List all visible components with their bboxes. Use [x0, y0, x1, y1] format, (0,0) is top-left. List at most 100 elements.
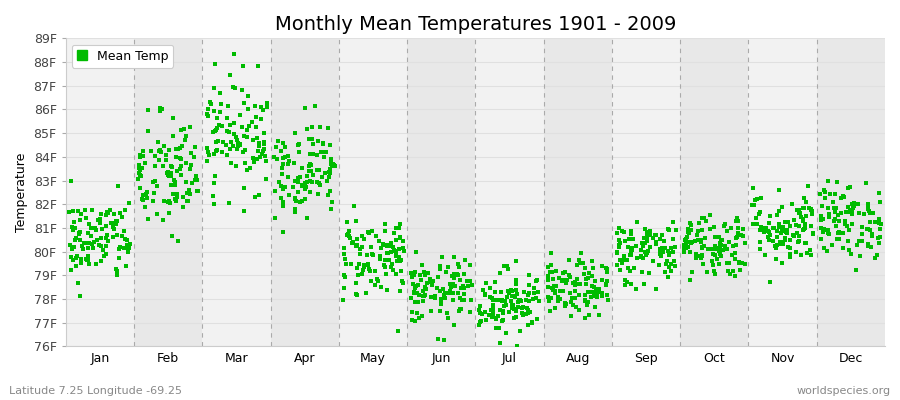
Point	[131, 165, 146, 172]
Point	[828, 216, 842, 222]
Point	[707, 243, 722, 250]
Point	[581, 312, 596, 318]
Point	[667, 244, 681, 250]
Point	[108, 221, 122, 227]
Point	[166, 164, 180, 170]
Point	[595, 277, 609, 284]
Point	[140, 216, 155, 222]
Point	[521, 310, 535, 316]
Point	[770, 212, 784, 218]
Point	[361, 261, 375, 267]
Point	[452, 308, 466, 314]
Point	[424, 278, 438, 285]
Point	[436, 286, 450, 293]
Point	[511, 299, 526, 306]
Point	[302, 168, 316, 174]
Point	[591, 312, 606, 318]
Point	[685, 269, 699, 276]
Point	[84, 225, 98, 231]
Point	[612, 225, 626, 231]
Point	[406, 281, 420, 287]
Point	[368, 268, 382, 274]
Point	[526, 285, 541, 292]
Point	[624, 268, 638, 274]
Point	[383, 239, 398, 246]
Point	[252, 154, 266, 160]
Point	[636, 255, 651, 262]
Point	[410, 299, 425, 306]
Point	[496, 316, 510, 323]
Point	[170, 168, 184, 174]
Point	[238, 147, 252, 154]
Point	[546, 286, 561, 293]
Point	[754, 224, 769, 230]
Point	[825, 241, 840, 248]
Point	[240, 106, 255, 112]
Point	[188, 143, 202, 150]
Point	[68, 237, 82, 243]
Point	[730, 234, 744, 240]
Point	[859, 180, 873, 186]
Point	[666, 218, 680, 225]
Point	[288, 196, 302, 202]
Point	[346, 240, 360, 246]
Point	[458, 257, 473, 263]
Point	[237, 208, 251, 214]
Point	[437, 294, 452, 301]
Point	[237, 184, 251, 191]
Point	[638, 226, 652, 232]
Point	[89, 261, 104, 268]
Point	[393, 268, 408, 275]
Point	[757, 224, 771, 231]
Point	[719, 260, 733, 266]
Point	[662, 252, 677, 258]
Point	[640, 237, 654, 244]
Text: Latitude 7.25 Longitude -69.25: Latitude 7.25 Longitude -69.25	[9, 386, 182, 396]
Point	[221, 129, 236, 136]
Point	[68, 234, 83, 241]
Point	[692, 220, 706, 226]
Point	[189, 173, 203, 180]
Point	[830, 179, 844, 186]
Point	[504, 288, 518, 294]
Point	[105, 234, 120, 240]
Point	[239, 133, 254, 140]
Point	[281, 161, 295, 167]
Point	[816, 216, 831, 222]
Point	[759, 224, 773, 231]
Point	[353, 250, 367, 257]
Point	[344, 261, 358, 268]
Point	[738, 240, 752, 246]
Point	[771, 224, 786, 230]
Point	[683, 248, 698, 255]
Point	[578, 296, 592, 303]
Point	[580, 301, 594, 307]
Point	[500, 263, 515, 270]
Point	[871, 235, 886, 241]
Point	[735, 233, 750, 239]
Point	[478, 290, 492, 297]
Point	[452, 264, 466, 271]
Point	[661, 248, 675, 254]
Point	[842, 204, 856, 210]
Point	[411, 292, 426, 298]
Point	[586, 264, 600, 271]
Point	[783, 223, 797, 230]
Point	[451, 290, 465, 296]
Point	[433, 266, 447, 272]
Point	[138, 204, 152, 210]
Point	[241, 93, 256, 99]
Point	[706, 224, 721, 231]
Point	[437, 290, 452, 296]
Point	[438, 290, 453, 296]
Point	[541, 264, 555, 270]
Point	[572, 257, 587, 264]
Point	[174, 172, 188, 179]
Point	[162, 210, 176, 216]
Point	[662, 227, 676, 233]
Point	[101, 210, 115, 216]
Point	[417, 293, 431, 300]
Point	[694, 253, 708, 260]
Point	[500, 302, 514, 308]
Point	[405, 316, 419, 323]
